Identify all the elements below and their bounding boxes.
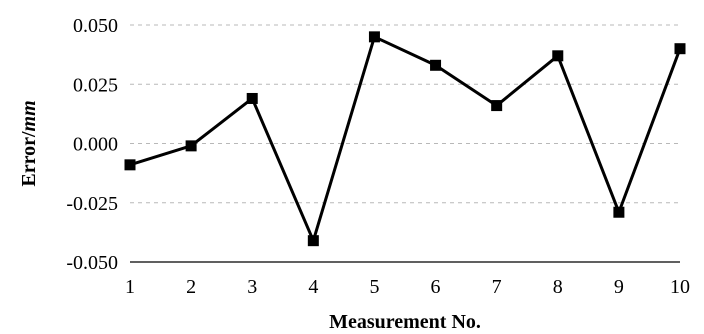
y-tick-label: -0.025 bbox=[66, 193, 118, 215]
y-tick-label: 0.050 bbox=[73, 15, 118, 37]
x-tick-label: 4 bbox=[308, 276, 318, 298]
data-point bbox=[124, 159, 136, 171]
x-tick-label: 1 bbox=[125, 276, 135, 298]
y-axis-title-unit: mm bbox=[18, 100, 40, 131]
gridlines bbox=[130, 24, 680, 204]
data-point bbox=[185, 140, 197, 152]
data-points bbox=[124, 31, 686, 247]
x-axis-title: Measurement No. bbox=[329, 311, 481, 333]
data-point bbox=[368, 31, 380, 43]
x-tick-label: 10 bbox=[670, 276, 690, 298]
y-tick-label: -0.050 bbox=[66, 252, 118, 274]
x-tick-label: 8 bbox=[553, 276, 563, 298]
series bbox=[129, 35, 682, 243]
y-tick-label: 0.025 bbox=[73, 74, 118, 96]
y-axis-title-prefix: Error/ bbox=[18, 131, 40, 187]
data-point bbox=[307, 235, 319, 247]
x-tick-labels: 1 2 3 4 5 6 7 8 9 10 bbox=[125, 276, 690, 298]
x-tick-label: 3 bbox=[247, 276, 257, 298]
data-point bbox=[674, 43, 686, 55]
series-line bbox=[129, 35, 682, 243]
x-tick-label: 2 bbox=[186, 276, 196, 298]
y-tick-label: 0.000 bbox=[73, 134, 118, 156]
y-tick-labels: -0.050 -0.025 0.000 0.025 0.050 bbox=[66, 15, 118, 274]
data-point bbox=[430, 59, 442, 71]
data-point bbox=[491, 100, 503, 112]
x-tick-label: 6 bbox=[431, 276, 441, 298]
x-tick-label: 7 bbox=[492, 276, 502, 298]
x-tick-label: 5 bbox=[369, 276, 379, 298]
data-point bbox=[552, 50, 564, 62]
data-point bbox=[613, 206, 625, 218]
y-axis-title: Error/mm bbox=[18, 100, 40, 186]
x-tick-label: 9 bbox=[614, 276, 624, 298]
data-point bbox=[246, 92, 258, 104]
